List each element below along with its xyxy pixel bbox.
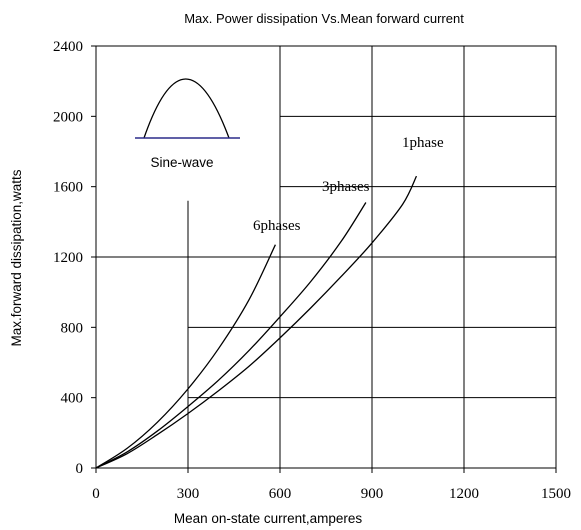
x-axis-label: Mean on-state current,amperes: [174, 511, 363, 526]
sine-wave-icon: [143, 78, 230, 139]
y-tick-label: 800: [61, 320, 84, 336]
series-line-6phases: [95, 244, 276, 469]
x-tick-label: 1200: [449, 486, 479, 502]
x-tick-label: 300: [177, 486, 200, 502]
y-tick-label: 2000: [53, 109, 83, 125]
series-label-3phases: 3phases: [322, 179, 370, 195]
y-tick-label: 1200: [53, 250, 83, 266]
x-tick-label: 600: [269, 486, 292, 502]
series-group: 6phases 3phases 1phase: [95, 135, 444, 469]
series-label-1phase: 1phase: [402, 135, 444, 151]
x-tick-label: 1500: [541, 486, 571, 502]
x-tick-label: 0: [92, 486, 100, 502]
x-axis: 0 300 600 900 1200 1500: [92, 468, 571, 502]
y-tick-label: 0: [76, 461, 84, 477]
sine-wave-label: Sine-wave: [150, 155, 213, 170]
x-tick-label: 900: [361, 486, 384, 502]
y-axis: 0 400 800 1200 1600 2000 2400: [53, 39, 96, 477]
series-label-6phases: 6phases: [253, 218, 301, 234]
y-tick-label: 400: [61, 391, 84, 407]
series-line-3phases: [95, 202, 367, 469]
y-tick-label: 2400: [53, 39, 83, 55]
series-line-1phase: [95, 175, 418, 469]
y-tick-label: 1600: [53, 180, 83, 196]
y-axis-label: Max.forward dissipation,watts: [9, 169, 24, 346]
grid: [96, 46, 556, 468]
chart-title: Max. Power dissipation Vs.Mean forward c…: [184, 11, 464, 26]
sine-wave-inset: Sine-wave: [135, 78, 240, 170]
